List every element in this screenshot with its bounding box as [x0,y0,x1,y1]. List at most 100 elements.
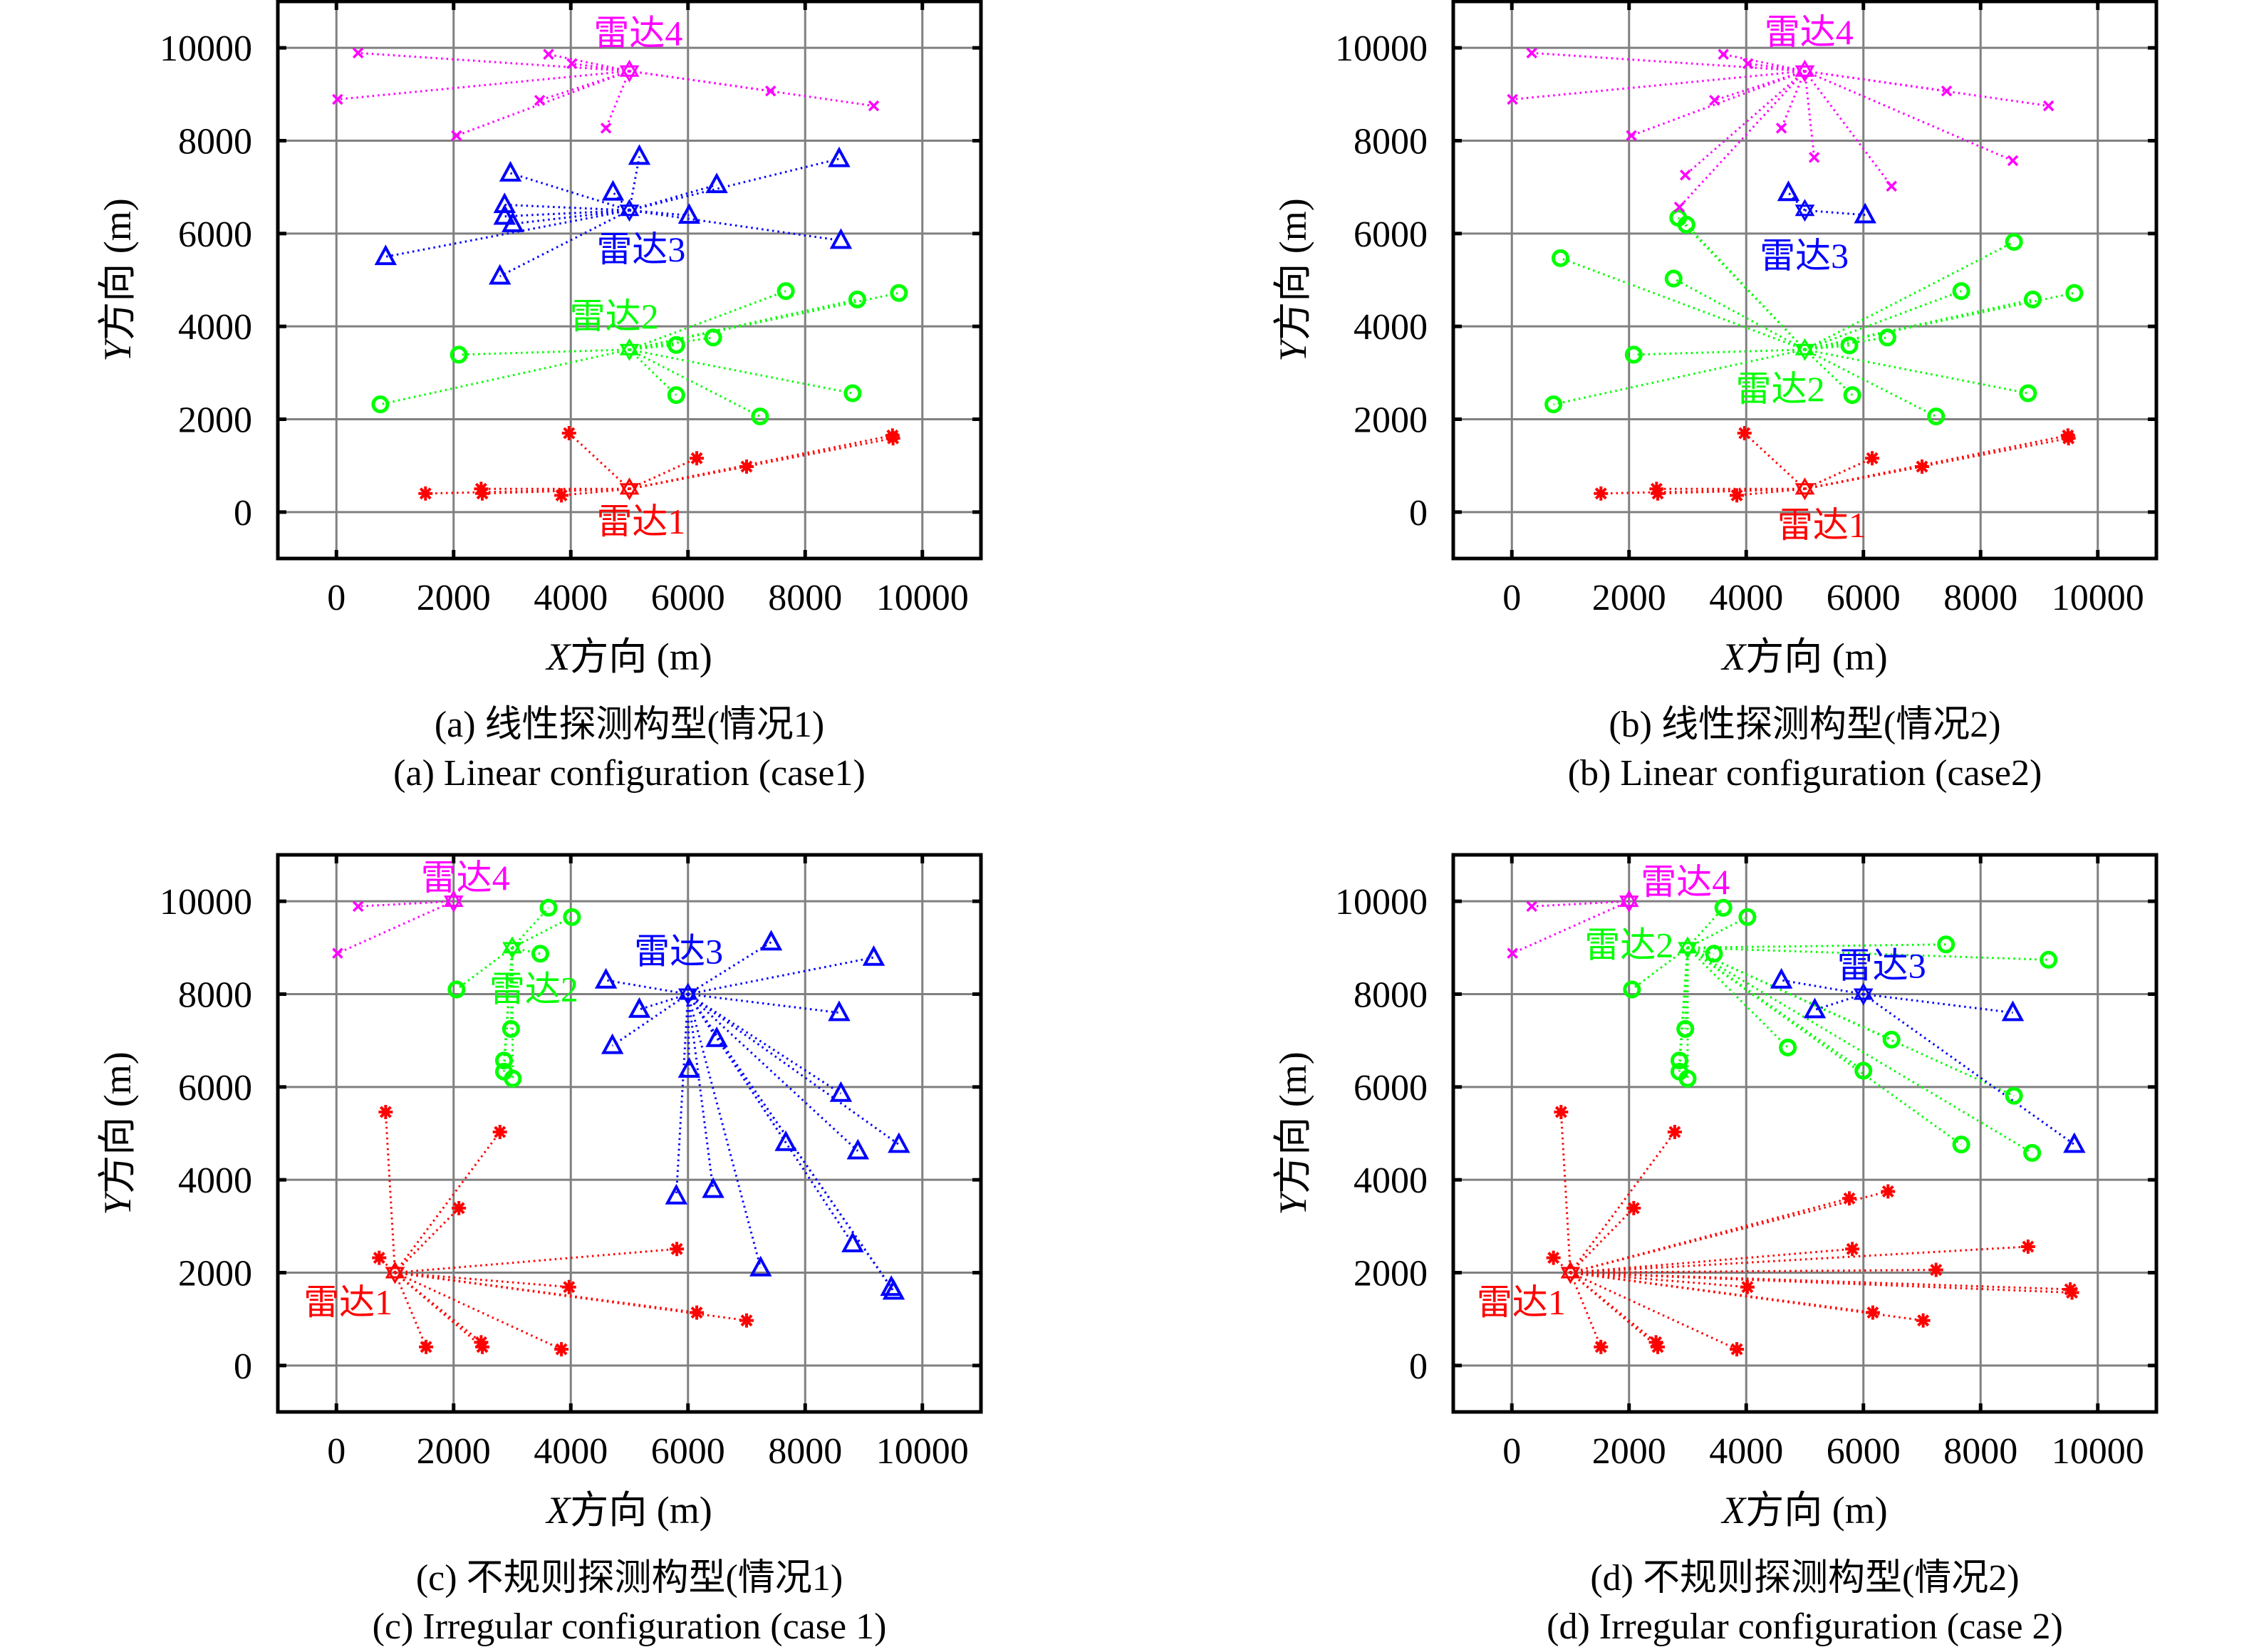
target-marker-triangle [829,228,853,249]
x-tick-label: 4000 [534,1431,608,1472]
y-tick-label: 2000 [1354,400,1428,441]
connection-line [1684,70,1806,176]
grid [278,1,981,559]
connection-line [1804,209,1866,217]
radar-label: 雷达3 [634,932,723,972]
target-marker-triangle [601,1033,624,1054]
connection-line [687,994,690,1070]
target-marker-triangle [677,203,701,224]
target-marker-circle [2065,284,2084,302]
x-tick-label: 10000 [2052,578,2144,618]
x-tick-label: 8000 [768,578,842,618]
x-tick-label: 4000 [534,578,608,618]
target-marker-asterisk [1730,1342,1745,1357]
ticks [278,1,981,559]
target-marker-circle [751,407,769,426]
connection-line [511,915,573,949]
connection-line [1570,1272,1748,1289]
radar-label: 雷达4 [1765,12,1854,52]
connection-line [628,290,786,351]
connection-line [394,1272,427,1348]
series-radar-2: 雷达2 [1584,898,2058,1162]
x-axis-symbol: X [545,635,571,678]
target-marker-x [2042,100,2055,112]
target-marker-asterisk [1730,488,1745,503]
target-marker-x [1507,93,1518,105]
target-marker-triangle [862,945,885,966]
target-marker-circle [1670,1051,1688,1070]
connection-line [561,487,630,497]
connection-line [1687,947,1864,1072]
connection-line [1631,947,1688,991]
connection-line [1804,70,1893,187]
target-marker-asterisk [690,1305,705,1320]
y-tick-label: 6000 [178,214,252,255]
radar-label: 雷达1 [1477,1282,1566,1322]
target-marker-triangle [749,1255,772,1277]
target-marker-asterisk [670,1242,685,1257]
y-tick-label: 4000 [178,1160,252,1201]
target-marker-circle [539,898,558,917]
series-radar-1: 雷达1 [303,1105,754,1357]
connection-line [1570,1245,2028,1274]
target-marker-x [1718,48,1729,61]
series-radar-3: 雷达3 [594,930,910,1300]
target-marker-asterisk [1594,486,1609,501]
target-marker-x [2007,155,2019,167]
connection-line [687,993,854,1245]
x-axis-symbol: X [545,1489,571,1532]
connection-line [1687,915,1748,949]
target-marker-circle [1927,407,1946,426]
radar-marker-hexagram [1853,982,1874,1006]
target-marker-circle [450,346,468,364]
series-radar-2: 雷达2 [1544,209,2084,426]
x-tick-label: 0 [327,578,346,618]
connection-line [1532,51,1805,73]
target-marker-asterisk [418,486,433,501]
radar-label: 雷达3 [596,229,685,269]
connection-line [687,993,859,1152]
target-marker-asterisk [1842,1191,1857,1206]
x-tick-label: 10000 [876,578,969,618]
connection-line [1532,900,1629,908]
connection-line [629,434,893,490]
target-marker-circle [1678,1069,1697,1088]
grid [278,855,981,1412]
radar-marker-hexagram [1619,890,1639,913]
x-axis-label: X方向 (m) [545,1489,712,1532]
series-radar-1: 雷达1 [1594,426,2076,545]
series-radar-4: 雷达4 [1507,862,1730,959]
x-tick-label: 8000 [1943,578,2017,618]
target-marker-circle [2023,1143,2042,1162]
connection-line [394,1272,482,1344]
target-marker-asterisk [1881,1184,1896,1199]
connection-line [1804,290,1962,351]
connection-line [612,191,630,212]
target-marker-asterisk [1737,426,1752,441]
target-marker-triangle [828,146,851,167]
connection-line [1673,277,1806,351]
target-marker-x [1886,180,1897,192]
connection-line [628,457,697,490]
connection-line [1686,907,1725,949]
target-marker-circle [1552,249,1570,267]
radar-label: 雷达4 [1641,862,1730,902]
target-marker-triangle [677,1056,701,1078]
connection-line [687,993,840,1014]
target-marker-x [332,947,343,959]
series-radar-4: 雷达4 [1507,12,2055,213]
target-marker-x [600,123,612,134]
series-radar-4: 雷达4 [332,13,880,142]
radar-label: 雷达2 [1584,925,1673,965]
connection-line [687,941,772,995]
y-axis-text: 方向 (m) [1272,198,1314,340]
target-marker-triangle [665,1183,688,1205]
connection-line [1804,437,2069,490]
radar-marker-hexagram [1678,936,1698,960]
target-marker-circle [1623,980,1641,999]
target-marker-asterisk [561,1279,576,1294]
y-tick-label: 8000 [1354,122,1428,162]
connection-lines [337,51,900,497]
target-marker-circle [504,1069,522,1088]
target-marker-triangle [628,144,651,165]
